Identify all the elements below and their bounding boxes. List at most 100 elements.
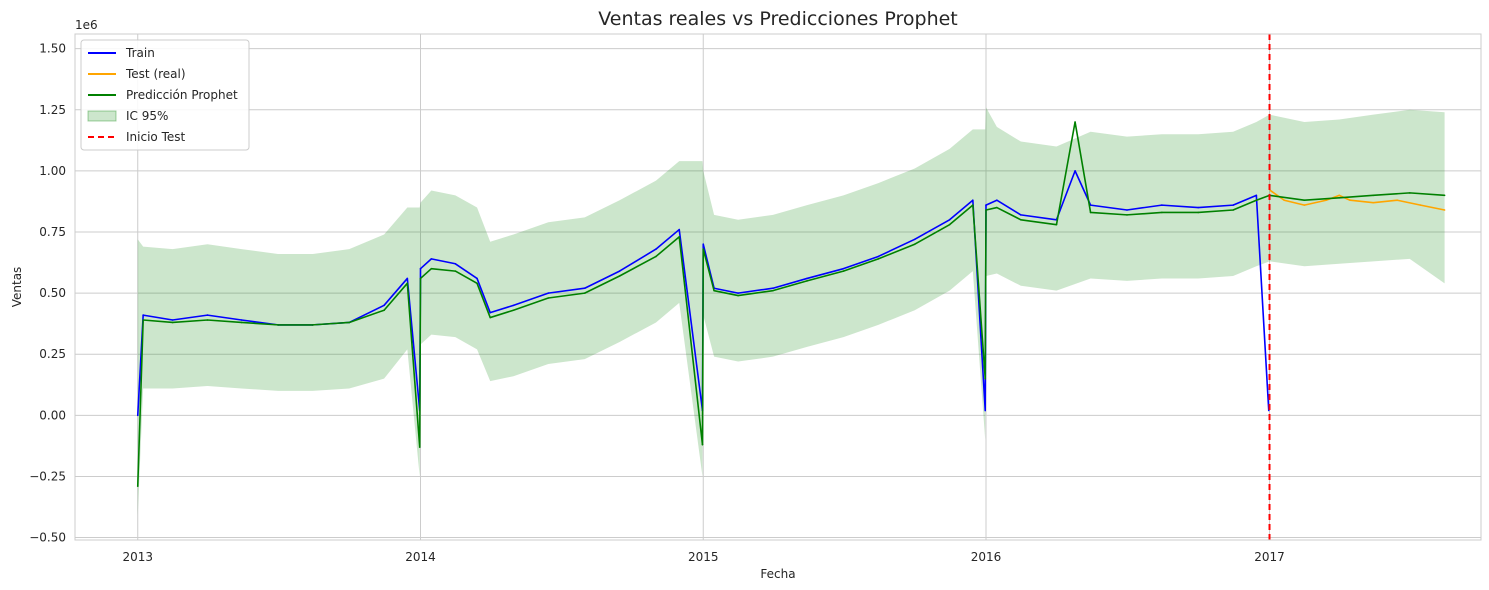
data-point [1232,204,1234,206]
data-point [476,282,478,285]
y-axis-label: Ventas [10,267,24,308]
legend-label: Predicción Prophet [126,88,238,102]
data-point [1089,211,1092,214]
data-point [583,292,586,294]
data-point [1074,121,1076,123]
data-point [737,294,739,297]
data-point [877,258,880,260]
legend-box [80,39,250,151]
axes-spine [74,33,1482,541]
y-axis-offset-label: 1e6 [75,18,98,32]
data-point [1197,206,1200,209]
axes-frame [74,33,1482,541]
data-point [701,443,704,446]
x-tick-label: 2017 [1254,550,1285,564]
x-tick-label: 2013 [122,550,153,564]
data-point [772,287,774,290]
x-tick-label: 2016 [971,550,1002,564]
tick-layer: 2013 2014 2015 2016 2017 −0.50 −0.25 0.00 0.25 0.… [29,42,1285,564]
data-point [996,199,998,202]
data-point [136,414,139,417]
data-point [1055,223,1058,226]
y-tick-label: −0.50 [29,531,66,545]
data-point [383,309,385,312]
data-point [618,275,621,277]
legend-swatch [87,110,117,122]
data-point [1161,204,1163,206]
data-point [348,321,351,324]
data-point [1338,196,1341,199]
data-point [454,270,457,272]
data-point [171,321,174,324]
data-point [1372,194,1375,197]
data-point [430,258,433,260]
data-point [1161,211,1163,214]
data-point [1408,192,1411,194]
data-point [985,204,987,206]
data-point [772,289,774,292]
data-point [655,255,657,258]
data-point [948,223,951,226]
y-tick-label: 1.00 [39,164,66,178]
data-point [913,238,916,241]
data-point [406,277,409,280]
data-point [1443,209,1446,211]
data-point [142,314,144,316]
x-tick-label: 2015 [688,550,719,564]
data-point [1338,194,1341,197]
data-point [430,267,433,270]
data-point [702,248,705,250]
legend-label: IC 95% [126,109,168,123]
data-point [1020,218,1022,221]
data-point [1255,194,1258,197]
data-point [1372,201,1375,204]
data-point [1269,189,1272,192]
y-tick-label: 1.25 [39,103,66,117]
data-point [142,319,144,321]
data-point [948,218,951,221]
data-point [1396,199,1399,202]
data-point [240,321,243,324]
data-point [312,324,314,326]
data-point [1126,214,1128,216]
data-point [454,262,457,265]
x-axis-label: Fecha [760,567,795,581]
x-tick-label: 2014 [405,550,436,564]
data-point [806,277,808,280]
data-point [877,255,880,258]
y-tick-label: 0.25 [39,347,66,361]
data-point [489,311,492,314]
data-point [984,377,987,380]
data-point [1074,170,1076,172]
data-point [1126,209,1128,211]
y-tick-label: 0.75 [39,225,66,239]
data-point [512,304,515,307]
data-point [972,204,974,206]
data-point [842,270,845,272]
series-group [136,34,1446,540]
chart-title: Ventas reales vs Predicciones Prophet [598,8,958,30]
data-point [1197,211,1200,214]
data-point [512,309,515,312]
data-point [206,319,209,321]
data-point [713,289,715,292]
data-point [655,248,657,250]
data-point [277,324,279,326]
data-point [583,287,586,290]
data-point [419,277,422,280]
legend-label: Inicio Test [126,130,185,144]
data-point [984,409,987,412]
legend-label: Test (real) [125,67,186,81]
y-tick-label: 0.00 [39,408,66,422]
data-point [737,292,739,294]
y-tick-label: 0.50 [39,286,66,300]
legend-label: Train [125,46,155,60]
data-point [171,319,174,321]
data-point [1325,199,1327,202]
data-point [1349,199,1351,202]
data-point [678,236,681,238]
data-point [1255,199,1258,202]
data-point [419,267,422,270]
data-point [136,485,139,488]
